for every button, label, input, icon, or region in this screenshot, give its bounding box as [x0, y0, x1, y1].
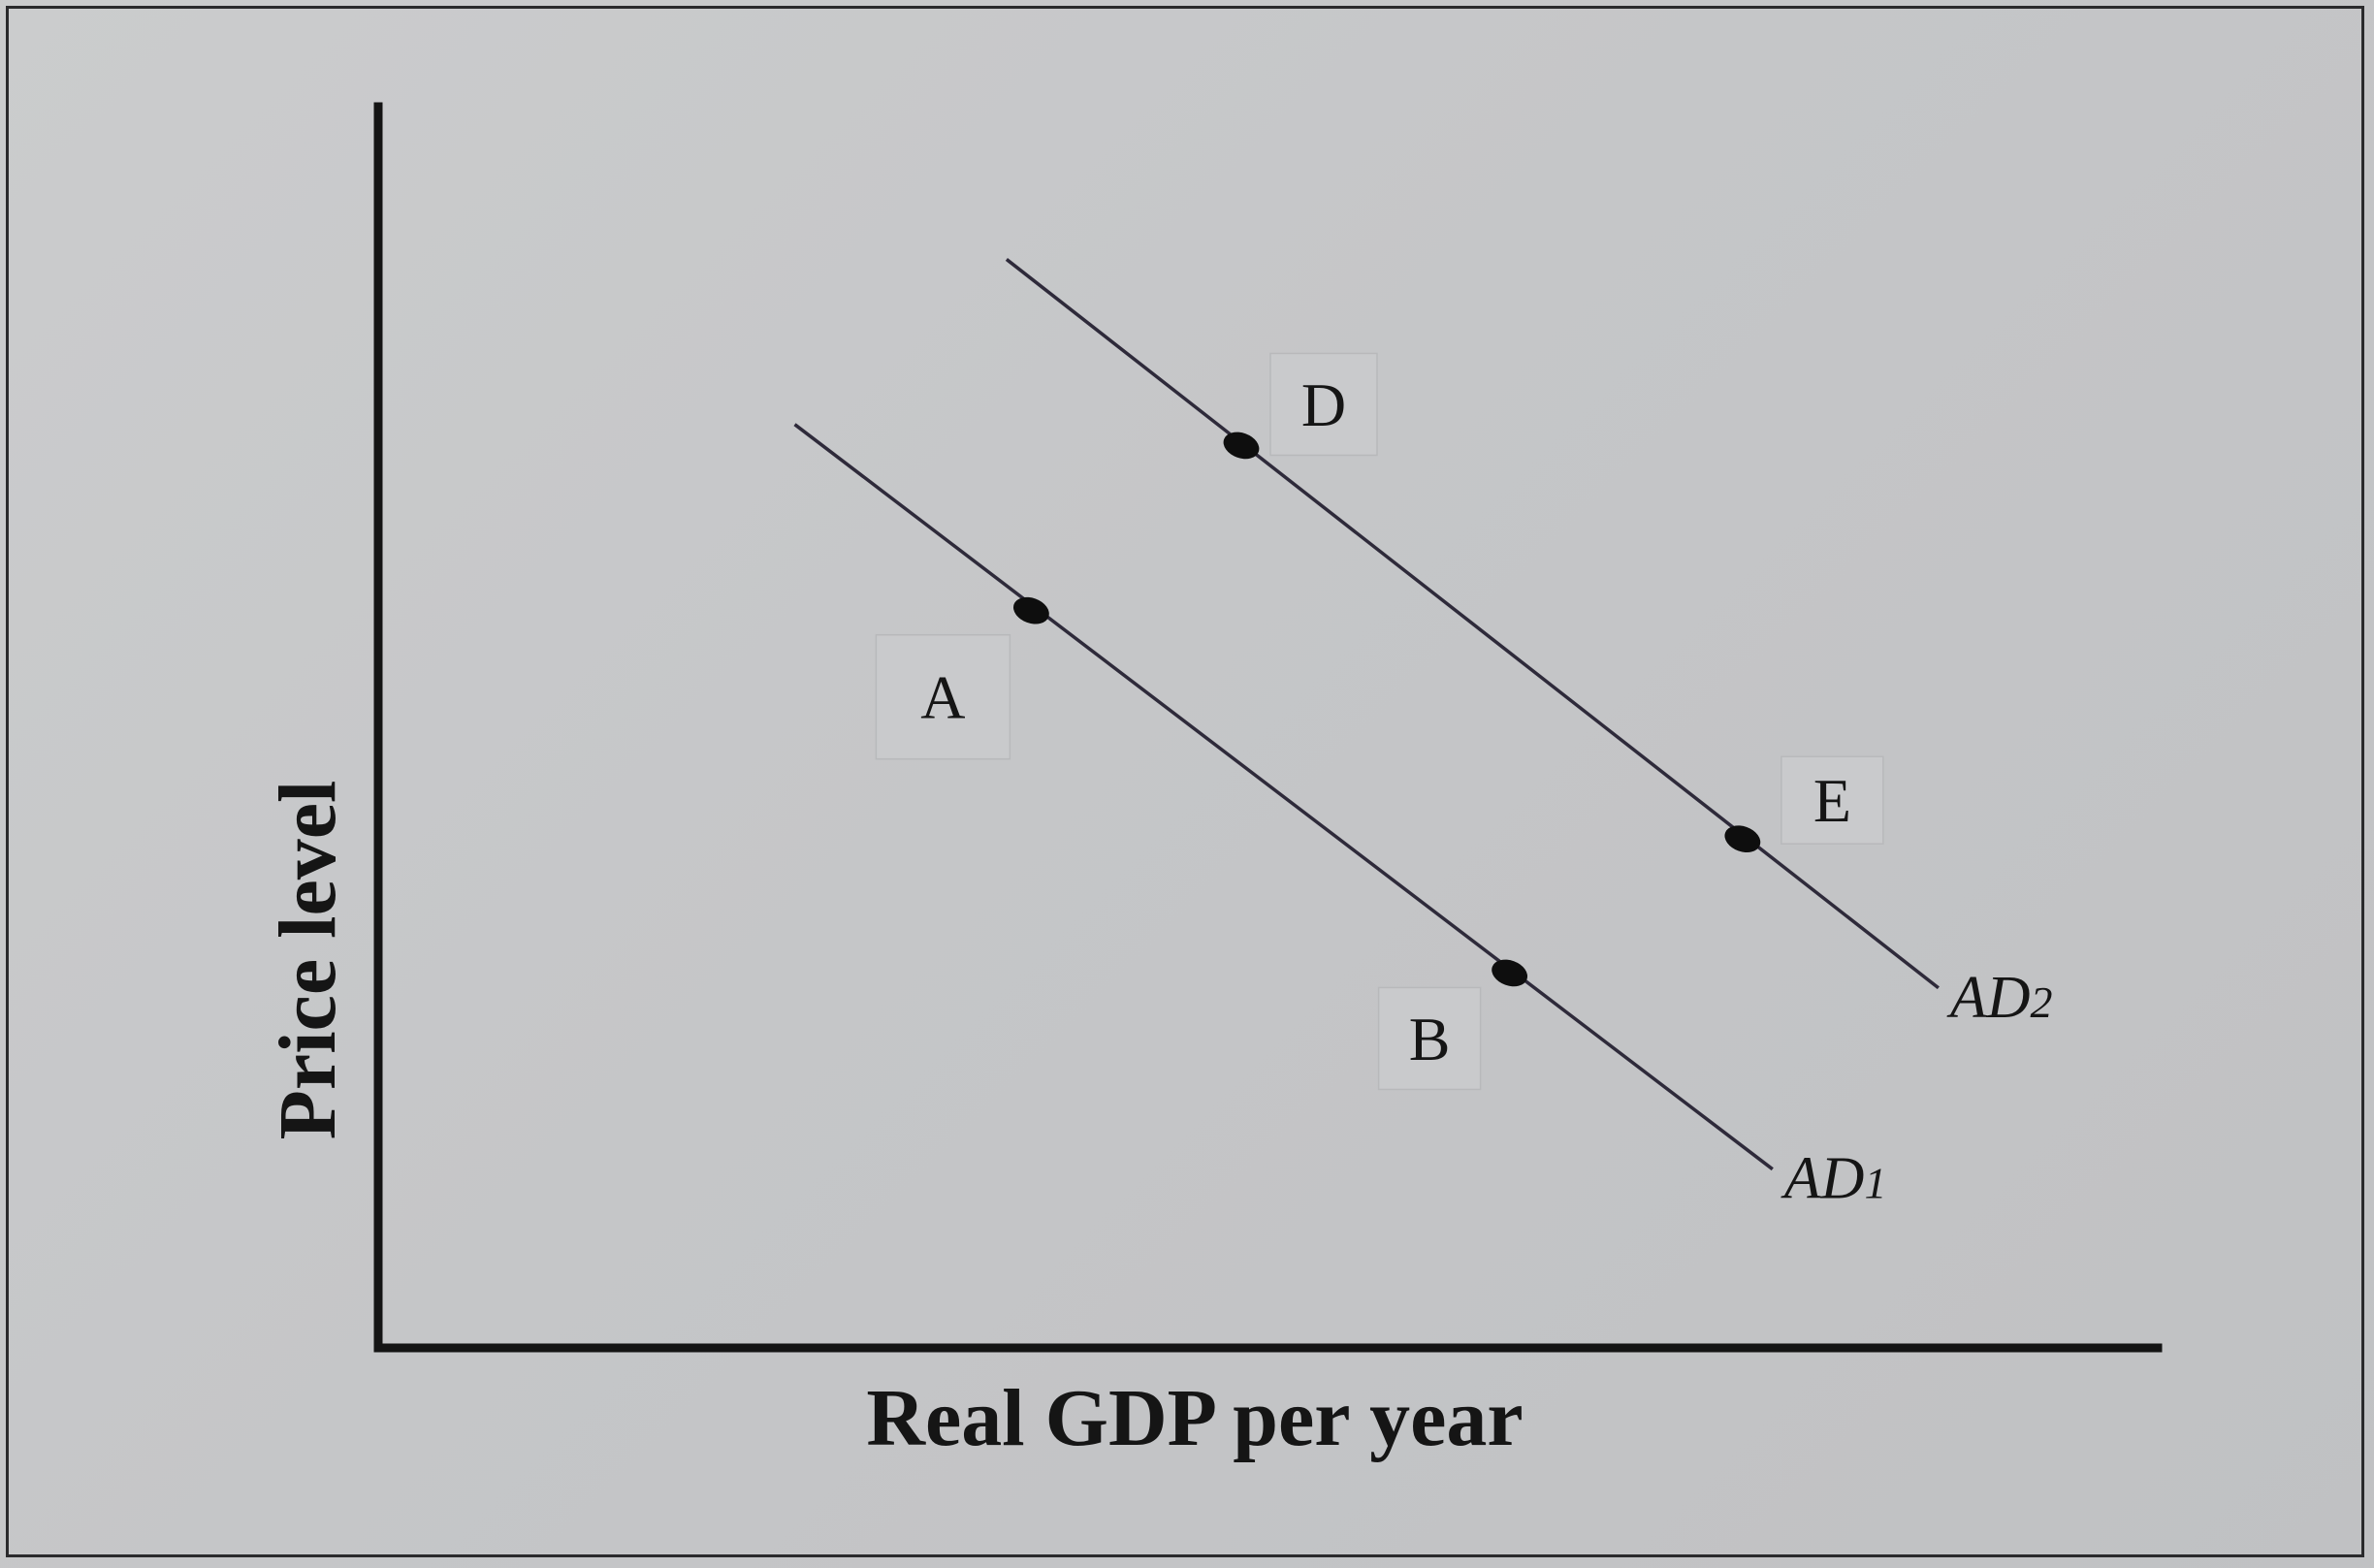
- point-label-d: D: [1301, 370, 1346, 439]
- point-label-box-b: [1377, 986, 1482, 1091]
- point-label-box-a: [875, 633, 1011, 760]
- point-e: [1724, 825, 1761, 853]
- point-label-box-d: [1269, 352, 1378, 457]
- y-axis-title: Price level: [263, 781, 353, 1140]
- chart-frame: [6, 6, 2364, 1557]
- point-label-a: A: [920, 663, 965, 732]
- point-label-e: E: [1813, 766, 1851, 835]
- point-a: [1013, 596, 1049, 624]
- point-d: [1223, 432, 1260, 460]
- curve-ad1: [793, 423, 1774, 1171]
- plot-area: AD1 AD2 A B D E: [793, 258, 2053, 1212]
- point-label-b: B: [1409, 1005, 1451, 1073]
- curve-label-ad1: AD1: [1780, 1146, 1887, 1212]
- point-b: [1492, 959, 1528, 987]
- curve-ad2: [1005, 258, 1940, 990]
- x-axis-title: Real GDP per year: [866, 1373, 1523, 1463]
- curve-label-ad2: AD2: [1946, 965, 2053, 1031]
- point-label-box-e: [1780, 755, 1884, 845]
